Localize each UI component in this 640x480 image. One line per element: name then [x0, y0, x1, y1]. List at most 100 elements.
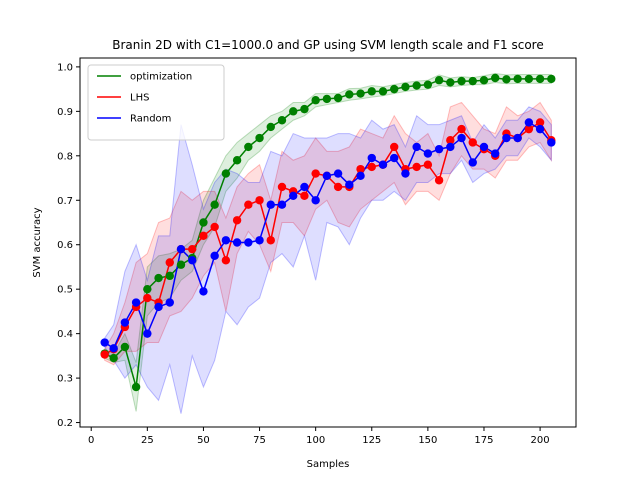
- random-point: [401, 169, 410, 178]
- lhs-point: [423, 160, 433, 169]
- lhs-point: [311, 169, 320, 178]
- x-tick-label: 200: [531, 435, 550, 446]
- optimization-point: [199, 218, 208, 227]
- optimization-point: [479, 76, 489, 85]
- optimization-point: [221, 169, 231, 178]
- random-band: [104, 106, 552, 414]
- optimization-point: [535, 74, 545, 84]
- lhs-point: [232, 216, 242, 225]
- optimization-point: [232, 156, 242, 165]
- optimization-point: [513, 74, 522, 84]
- lhs-point: [255, 196, 264, 205]
- lhs-point: [524, 124, 534, 134]
- y-axis: 0.2 0.3 0.4 0.5 0.6 0.7 0.8 0.9 1.0: [57, 62, 80, 429]
- optimization-point: [131, 382, 141, 392]
- series-markers: [100, 73, 556, 392]
- optimization-point: [289, 107, 298, 116]
- optimization-point: [120, 342, 130, 352]
- optimization-point: [345, 90, 354, 99]
- y-tick-label: 0.4: [57, 329, 73, 340]
- random-point: [277, 200, 287, 209]
- random-point: [100, 338, 109, 347]
- random-point: [513, 133, 522, 143]
- lhs-point: [143, 293, 152, 303]
- x-tick-label: 0: [88, 435, 94, 446]
- lhs-point: [165, 258, 174, 267]
- optimization-point: [176, 260, 186, 269]
- y-tick-label: 0.8: [57, 151, 73, 162]
- x-tick-label: 175: [474, 435, 493, 446]
- lhs-point: [434, 176, 444, 185]
- lhs-point: [535, 118, 545, 127]
- random-point: [378, 160, 388, 169]
- optimization-point: [468, 76, 477, 86]
- random-point: [109, 344, 118, 353]
- random-point: [423, 149, 433, 158]
- random-point: [199, 287, 208, 296]
- random-point: [289, 191, 298, 201]
- y-tick-label: 1.0: [57, 62, 73, 73]
- legend-label-random: Random: [130, 114, 171, 125]
- lhs-point: [210, 222, 219, 232]
- optimization-point: [412, 81, 421, 90]
- lhs-point: [390, 142, 399, 152]
- random-point: [232, 238, 242, 247]
- lhs-point: [367, 162, 376, 172]
- random-point: [311, 196, 320, 205]
- optimization-point: [255, 133, 264, 143]
- random-point: [367, 153, 376, 163]
- lhs-point: [221, 256, 231, 265]
- optimization-point: [367, 87, 376, 96]
- random-point: [434, 144, 444, 154]
- optimization-point: [266, 122, 275, 132]
- x-axis-label: Samples: [307, 459, 350, 470]
- y-tick-label: 0.9: [57, 107, 73, 118]
- optimization-point: [333, 93, 343, 103]
- x-tick-label: 150: [418, 435, 437, 446]
- random-point: [300, 182, 309, 192]
- optimization-band: [104, 73, 552, 412]
- random-point: [322, 171, 332, 181]
- optimization-point: [457, 76, 466, 86]
- lhs-point: [457, 124, 466, 134]
- random-point: [502, 133, 511, 143]
- x-tick-label: 75: [253, 435, 266, 446]
- y-tick-label: 0.3: [57, 374, 73, 385]
- random-point: [131, 298, 141, 307]
- optimization-point: [423, 80, 433, 89]
- optimization-point: [524, 74, 534, 84]
- random-point: [479, 142, 489, 152]
- lhs-point: [244, 200, 253, 209]
- optimization-point: [502, 75, 511, 84]
- optimization-point: [210, 200, 219, 209]
- plot-frame: [79, 57, 577, 428]
- random-point: [188, 256, 197, 265]
- optimization-point: [277, 116, 287, 125]
- random-point: [457, 133, 466, 143]
- chart-title: Branin 2D with C1=1000.0 and GP using SV…: [112, 38, 543, 52]
- optimization-point: [356, 89, 365, 98]
- random-point: [266, 200, 275, 209]
- lhs-band: [104, 101, 552, 366]
- random-point: [524, 118, 534, 127]
- lhs-point: [333, 182, 343, 192]
- random-point: [143, 329, 152, 338]
- optimization-point: [165, 271, 174, 281]
- lhs-point: [356, 164, 365, 174]
- random-point: [547, 138, 556, 147]
- random-point: [468, 158, 477, 167]
- random-point: [333, 169, 343, 178]
- optimization-point: [154, 273, 163, 283]
- y-axis-label: SVM accuracy: [32, 207, 43, 277]
- y-tick-label: 0.6: [57, 240, 73, 251]
- optimization-point: [109, 353, 118, 363]
- legend-label-optimization: optimization: [130, 72, 192, 83]
- random-point: [446, 142, 455, 152]
- random-point: [345, 180, 354, 189]
- random-point: [244, 238, 253, 247]
- optimization-point: [401, 82, 410, 92]
- x-tick-label: 125: [362, 435, 381, 446]
- optimization-point: [491, 73, 500, 83]
- random-point: [176, 244, 186, 254]
